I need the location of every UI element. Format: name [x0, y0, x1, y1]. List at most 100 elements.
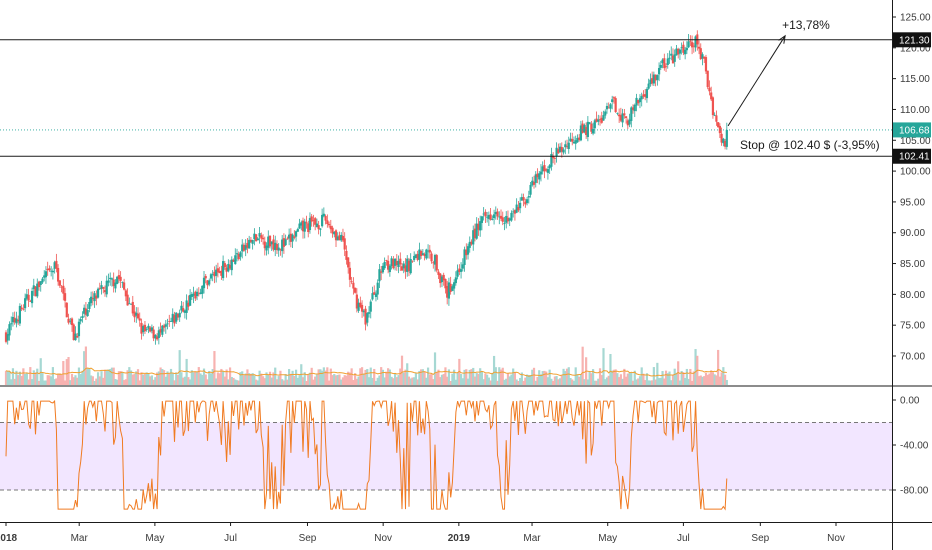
volume-bar	[216, 372, 220, 385]
volume-bar	[116, 379, 119, 385]
candle-body	[129, 303, 133, 305]
oscillator-series	[5, 399, 728, 511]
volume-bar	[480, 371, 484, 385]
candle-body	[215, 269, 218, 276]
target-arrow-line[interactable]	[727, 35, 786, 127]
candle-body	[621, 113, 624, 123]
candle-body	[605, 105, 609, 110]
candle-body	[499, 215, 503, 219]
candle-body	[543, 165, 546, 172]
volume-bar	[96, 372, 100, 385]
volume-bar	[265, 372, 268, 385]
volume-bar	[555, 376, 558, 385]
volume-bar	[60, 374, 63, 385]
volume-bar	[326, 367, 329, 385]
volume-bar	[234, 379, 237, 385]
candle-body	[487, 215, 490, 219]
candle-body	[281, 239, 284, 252]
candle-body	[8, 324, 11, 336]
candle-body	[505, 215, 508, 223]
candle-body	[329, 225, 332, 230]
candle-body	[710, 92, 713, 100]
volume-bar	[41, 373, 44, 385]
candle-body	[374, 293, 378, 297]
volume-bar	[501, 367, 504, 385]
candle-body	[558, 146, 562, 153]
candle-body	[512, 211, 515, 213]
volume-bar	[711, 372, 715, 385]
volume-bar	[392, 378, 395, 385]
candle-body	[225, 267, 228, 272]
candle-body	[489, 214, 492, 220]
volume-bar	[685, 368, 688, 385]
candle-body	[164, 324, 167, 327]
volume-bar	[169, 368, 173, 385]
candle-body	[77, 321, 81, 337]
candle-body	[192, 293, 195, 296]
volume-bar	[453, 369, 456, 385]
candle-body	[595, 118, 598, 122]
volume-bar	[579, 374, 583, 385]
volume-bar	[442, 374, 445, 385]
volume-bar	[465, 369, 468, 385]
volume-bar	[364, 369, 367, 385]
candle-body	[593, 120, 596, 129]
volume-bar	[416, 379, 419, 385]
candle-body	[4, 332, 8, 342]
volume-bar	[607, 375, 610, 385]
volume-bar	[25, 372, 28, 385]
volume-bar	[65, 359, 68, 385]
candle-body	[437, 271, 440, 275]
volume-bar	[145, 372, 148, 385]
time-axis[interactable]: 2018 Mar May Jul Sep Nov 2019 Mar May Jul Sep Nov	[0, 522, 845, 544]
candle-body	[611, 99, 614, 102]
candle-body	[312, 220, 315, 221]
volume-bar	[140, 372, 143, 385]
stop-price-badge	[893, 148, 931, 164]
oscillator-axis[interactable]: 0.00 -40.00 -80.00	[892, 396, 929, 497]
price-axis[interactable]: 125.00 120.00 115.00 110.00 105.00 100.00 95.0…	[892, 13, 931, 363]
candle-body	[397, 260, 400, 268]
volume-bar	[459, 374, 463, 385]
volume-bar	[725, 379, 728, 385]
candle-body	[699, 48, 702, 60]
volume-bar	[631, 380, 635, 385]
candle-body	[248, 239, 251, 249]
candle-body	[654, 74, 657, 81]
candle-body	[244, 245, 247, 250]
candle-body	[393, 258, 397, 266]
volume-bar	[340, 379, 343, 385]
candle-body	[258, 233, 261, 237]
candle-body	[656, 75, 659, 80]
volume-bar	[482, 379, 485, 385]
volume-bar	[341, 377, 345, 385]
volume-bar	[235, 380, 239, 385]
candle-body	[689, 40, 692, 42]
candle-body	[286, 238, 289, 240]
candle-body	[10, 323, 13, 325]
candle-body	[579, 125, 583, 141]
candle-body	[725, 129, 728, 147]
volume-bar	[232, 377, 235, 385]
candle-body	[211, 274, 214, 275]
volume-bar	[119, 371, 122, 385]
candle-body	[430, 253, 433, 262]
candle-body	[475, 223, 478, 239]
volume-bar	[211, 369, 214, 385]
candle-body	[44, 271, 48, 278]
candle-body	[630, 107, 633, 121]
volume-bar	[444, 367, 447, 385]
candle-body	[463, 249, 466, 265]
candle-body	[435, 255, 438, 271]
volume-bar	[20, 375, 23, 385]
volume-bar	[538, 370, 541, 385]
stop-label: Stop @ 102.40 $ (-3,95%)	[740, 138, 880, 152]
candle-body	[103, 290, 107, 293]
volume-bar	[595, 380, 598, 385]
candle-body	[633, 104, 636, 112]
price-panel[interactable]	[0, 0, 892, 385]
candle-body	[451, 286, 454, 291]
oscillator-tick-label: -80.00	[900, 486, 929, 497]
volume-bar	[180, 372, 183, 385]
volume-bar	[611, 370, 614, 385]
